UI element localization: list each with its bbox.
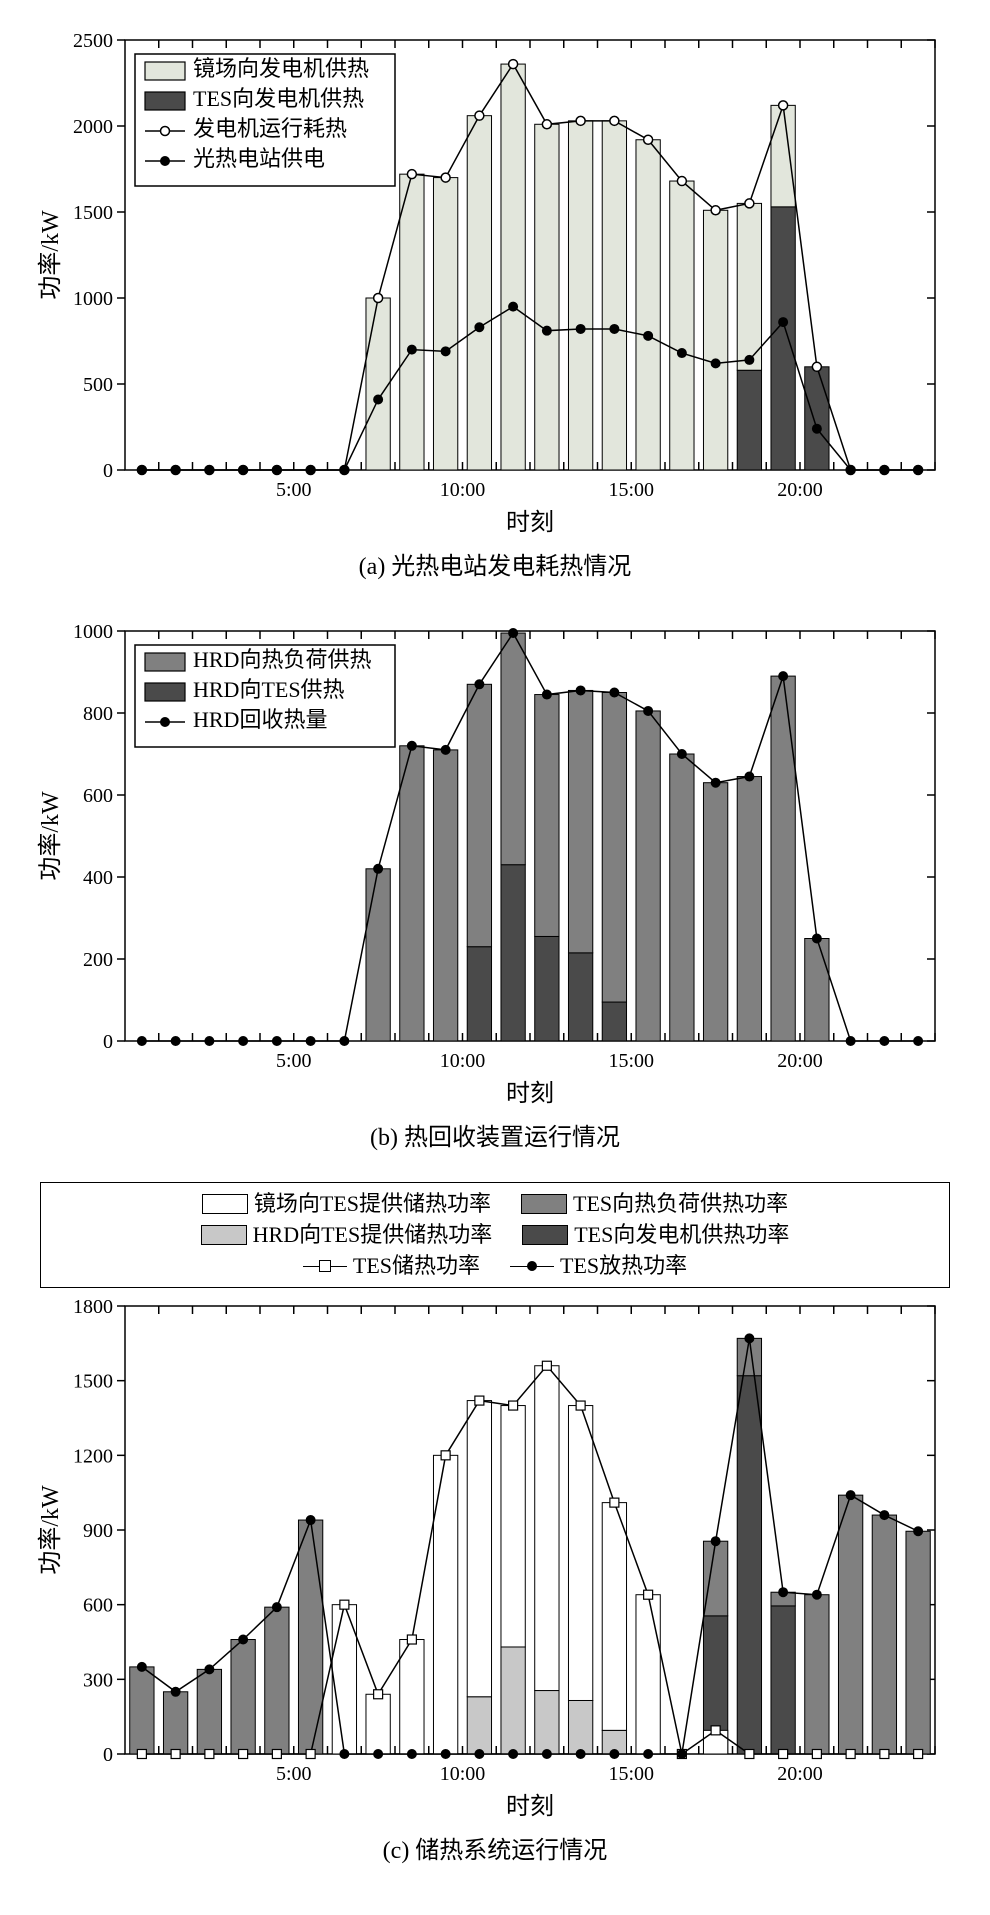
legend-label: HRD向TES提供储热功率 [253,1220,493,1251]
legend-label: TES放热功率 [560,1251,687,1282]
svg-text:0: 0 [103,460,113,482]
svg-text:300: 300 [83,1670,113,1692]
svg-text:光热电站供电: 光热电站供电 [193,146,325,171]
svg-text:5:00: 5:00 [276,1763,312,1785]
legend-swatch [202,1194,248,1214]
svg-text:1200: 1200 [73,1446,113,1468]
svg-text:20:00: 20:00 [777,1763,823,1785]
svg-text:TES向发电机供热: TES向发电机供热 [193,86,364,111]
chart-b-caption: (b) 热回收装置运行情况 [20,1117,970,1152]
chart-c-caption: (c) 储热系统运行情况 [20,1830,970,1865]
svg-text:2000: 2000 [73,116,113,138]
legend-line-marker [303,1260,347,1272]
chart-c-top-legend: 镜场向TES提供储热功率 TES向热负荷供热功率 HRD向TES提供储热功率 T… [40,1182,950,1288]
svg-text:HRD向热负荷供热: HRD向热负荷供热 [193,647,371,672]
svg-text:10:00: 10:00 [440,1050,486,1072]
svg-text:功率/kW: 功率/kW [37,791,64,881]
svg-text:200: 200 [83,949,113,971]
legend-swatch [201,1225,247,1245]
svg-text:600: 600 [83,1595,113,1617]
legend-row-3: TES储热功率 TES放热功率 [61,1251,929,1282]
svg-text:0: 0 [103,1031,113,1053]
svg-text:时刻: 时刻 [506,1080,554,1107]
svg-text:15:00: 15:00 [608,1763,654,1785]
svg-text:发电机运行耗热: 发电机运行耗热 [193,116,347,141]
legend-row-2: HRD向TES提供储热功率 TES向发电机供热功率 [61,1220,929,1251]
legend-item: 镜场向TES提供储热功率 [202,1189,491,1220]
legend-swatch [522,1225,568,1245]
svg-text:HRD向TES供热: HRD向TES供热 [193,677,345,702]
legend-label: TES向发电机供热功率 [574,1220,789,1251]
svg-text:时刻: 时刻 [506,509,554,536]
legend-item: TES储热功率 [303,1251,480,1282]
svg-text:0: 0 [103,1744,113,1766]
svg-text:功率/kW: 功率/kW [37,210,64,300]
svg-text:1000: 1000 [73,288,113,310]
svg-text:5:00: 5:00 [276,479,312,501]
legend-item: HRD向TES提供储热功率 [201,1220,493,1251]
svg-text:1500: 1500 [73,202,113,224]
legend-row-1: 镜场向TES提供储热功率 TES向热负荷供热功率 [61,1189,929,1220]
svg-text:800: 800 [83,703,113,725]
chart-c: 0 300 600 900 1200 1500 1800 5:00 10:00 15:00 20:0… [20,1294,970,1865]
legend-item: TES向发电机供热功率 [522,1220,789,1251]
svg-text:2500: 2500 [73,30,113,52]
chart-b: 0 200 400 600 800 1000 5:00 10:00 15:00 20:00 时刻 功率… [20,611,970,1152]
svg-text:20:00: 20:00 [777,479,823,501]
legend-label: TES向热负荷供热功率 [573,1189,788,1220]
chart-a-svg: 0 500 1000 1500 2000 2500 5:00 10:00 15:00 20:00 时… [30,20,960,540]
chart-a: 0 500 1000 1500 2000 2500 5:00 10:00 15:00 20:00 时… [20,20,970,581]
legend-label: TES储热功率 [353,1251,480,1282]
svg-text:500: 500 [83,374,113,396]
legend-line-marker [510,1261,554,1271]
legend-label: 镜场向TES提供储热功率 [254,1189,491,1220]
svg-text:功率/kW: 功率/kW [37,1485,64,1575]
svg-text:HRD回收热量: HRD回收热量 [193,707,327,732]
chart-c-svg: 0 300 600 900 1200 1500 1800 5:00 10:00 15:00 20:0… [30,1294,960,1824]
svg-text:1000: 1000 [73,621,113,643]
svg-text:1500: 1500 [73,1371,113,1393]
svg-text:20:00: 20:00 [777,1050,823,1072]
svg-text:900: 900 [83,1520,113,1542]
legend-item: TES向热负荷供热功率 [521,1189,788,1220]
legend-swatch [521,1194,567,1214]
svg-text:15:00: 15:00 [608,1050,654,1072]
svg-text:15:00: 15:00 [608,479,654,501]
svg-text:镜场向发电机供热: 镜场向发电机供热 [193,56,369,81]
svg-text:10:00: 10:00 [440,1763,486,1785]
chart-a-caption: (a) 光热电站发电耗热情况 [20,546,970,581]
legend-item: TES放热功率 [510,1251,687,1282]
svg-text:10:00: 10:00 [440,479,486,501]
svg-text:5:00: 5:00 [276,1050,312,1072]
svg-text:400: 400 [83,867,113,889]
svg-text:600: 600 [83,785,113,807]
chart-b-svg: 0 200 400 600 800 1000 5:00 10:00 15:00 20:00 时刻 功率… [30,611,960,1111]
svg-text:1800: 1800 [73,1296,113,1318]
svg-text:时刻: 时刻 [506,1793,554,1820]
